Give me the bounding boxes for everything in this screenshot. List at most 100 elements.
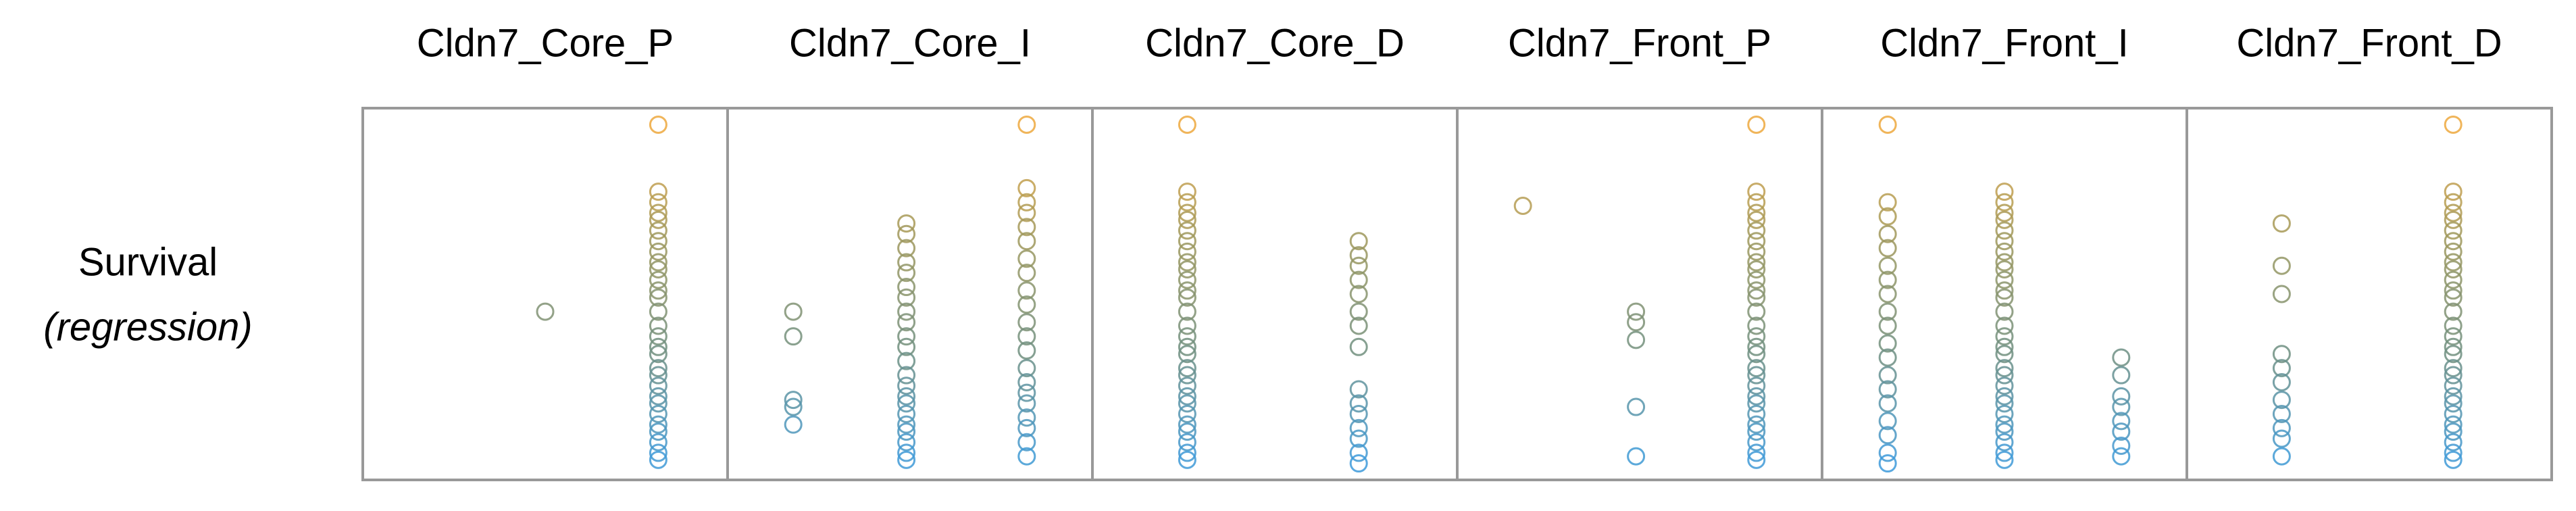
data-point [1878, 207, 1897, 226]
data-point [1017, 418, 1036, 437]
data-point [897, 433, 916, 452]
data-point [1349, 337, 1368, 356]
data-point [1349, 443, 1368, 462]
data-point [1349, 270, 1368, 289]
panel-title: Cldn7_Core_D [1145, 21, 1405, 65]
data-point [1995, 337, 2014, 356]
data-point [1017, 394, 1036, 413]
data-point [2272, 359, 2291, 378]
data-point [1878, 256, 1897, 275]
data-point [649, 394, 667, 413]
data-point [1017, 383, 1036, 402]
data-point [649, 345, 667, 364]
data-point [1349, 316, 1368, 335]
data-point [1878, 366, 1897, 385]
data-point [1747, 260, 1766, 278]
data-point [1995, 302, 2014, 321]
data-point [2272, 447, 2291, 466]
data-point [2112, 397, 2131, 416]
data-point [2112, 447, 2131, 466]
data-point [649, 232, 667, 251]
data-point [1747, 302, 1766, 321]
data-point [1178, 450, 1196, 469]
data-point [649, 288, 667, 307]
data-point [2444, 376, 2463, 395]
data-point [1627, 302, 1646, 321]
data-point [2444, 359, 2463, 378]
data-point [1878, 224, 1897, 243]
data-point [649, 210, 667, 229]
data-point [1995, 387, 2014, 406]
data-point [1747, 450, 1766, 469]
data-point [1017, 193, 1036, 212]
data-point [897, 313, 916, 332]
data-point [1995, 260, 2014, 278]
data-point [2272, 214, 2291, 233]
data-point [1995, 443, 2014, 462]
data-point [784, 397, 803, 416]
data-point [1017, 178, 1036, 197]
data-point [1349, 256, 1368, 275]
data-point [1349, 380, 1368, 399]
data-point [1017, 218, 1036, 237]
data-point [1178, 232, 1196, 251]
data-point [1178, 260, 1196, 278]
data-point [1878, 239, 1897, 258]
data-point [1017, 264, 1036, 283]
data-point [2444, 253, 2463, 272]
data-point [649, 203, 667, 222]
data-point [2444, 210, 2463, 229]
data-point [897, 404, 916, 423]
data-point [1178, 337, 1196, 356]
data-point [649, 415, 667, 434]
data-point [1995, 242, 2014, 261]
data-point [1178, 422, 1196, 441]
data-point [1747, 404, 1766, 423]
data-point [1178, 115, 1196, 134]
data-point [649, 337, 667, 356]
data-point [1747, 182, 1766, 201]
data-point [1878, 270, 1897, 289]
data-point [897, 302, 916, 321]
data-point [2444, 450, 2463, 469]
data-point [2112, 436, 2131, 455]
data-point [1178, 221, 1196, 240]
data-point [1995, 359, 2014, 378]
data-point [1017, 433, 1036, 452]
data-point [1747, 203, 1766, 222]
data-point [649, 359, 667, 378]
data-point [1627, 313, 1646, 332]
data-point [2112, 422, 2131, 441]
data-point [784, 391, 803, 410]
data-point [1017, 249, 1036, 268]
data-point [1995, 221, 2014, 240]
data-point [1747, 345, 1766, 364]
data-point [2444, 203, 2463, 222]
data-point [784, 415, 803, 434]
panel-title: Cldn7_Front_I [1880, 21, 2129, 65]
data-point [1627, 331, 1646, 349]
data-point [1747, 443, 1766, 462]
data-point [897, 264, 916, 283]
data-point [1747, 433, 1766, 452]
data-point [1747, 316, 1766, 335]
data-point [1995, 253, 2014, 272]
data-point [649, 376, 667, 395]
data-point [2272, 373, 2291, 391]
data-point [1878, 443, 1897, 462]
data-point [897, 224, 916, 243]
data-point [1178, 345, 1196, 364]
data-point [2272, 429, 2291, 448]
panel-frame [2186, 107, 2553, 481]
data-point [1747, 422, 1766, 441]
data-point [1178, 394, 1196, 413]
data-point [2444, 404, 2463, 423]
data-point [1627, 447, 1646, 466]
data-point [2444, 316, 2463, 335]
data-point [1627, 397, 1646, 416]
data-point [1878, 302, 1897, 321]
data-point [2444, 302, 2463, 321]
data-point [1017, 203, 1036, 222]
data-point [1017, 115, 1036, 134]
data-point [1747, 337, 1766, 356]
